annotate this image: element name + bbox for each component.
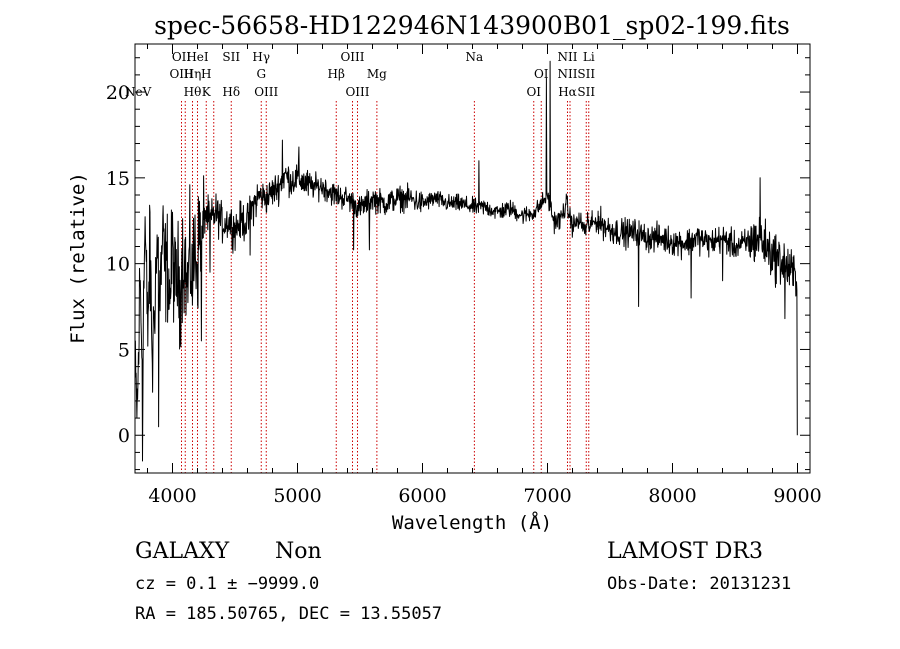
x-tick-label: 5000 bbox=[273, 485, 321, 507]
line-marker-label: OI bbox=[526, 85, 541, 99]
emission-line-markers bbox=[181, 101, 590, 473]
line-marker-label: OIII bbox=[340, 50, 364, 64]
line-marker-label: Hη bbox=[184, 67, 202, 81]
x-tick-label: 9000 bbox=[773, 485, 821, 507]
y-axis-label: Flux (relative) bbox=[67, 172, 89, 344]
line-marker-label: H bbox=[201, 67, 211, 81]
line-marker-label: Hθ bbox=[184, 85, 202, 99]
x-tick-label: 7000 bbox=[523, 485, 571, 507]
line-marker-label: NII bbox=[558, 67, 578, 81]
survey-label: LAMOST DR3 bbox=[607, 539, 763, 564]
x-tick-label: 8000 bbox=[648, 485, 696, 507]
line-marker-label: OIII bbox=[345, 85, 369, 99]
emission-line-labels: OIIOIIIHηHθHeIHKSIIHδHγGOIIIHβOIIIOIIIMg… bbox=[125, 50, 595, 99]
line-marker-label: SII bbox=[577, 85, 595, 99]
x-axis-label: Wavelength (Å) bbox=[392, 511, 552, 534]
line-marker-label: OIII bbox=[169, 67, 193, 81]
axes: 4000 5000 6000 7000 8000 9000 0 5 10 15 20 bbox=[106, 44, 822, 507]
line-marker-label: SII bbox=[222, 50, 240, 64]
plot-frame bbox=[134, 43, 811, 474]
line-marker-label: Li bbox=[583, 50, 595, 64]
line-marker-label: Hβ bbox=[328, 67, 345, 81]
y-tick-label: 10 bbox=[106, 254, 130, 276]
line-marker-label: OIII bbox=[254, 85, 278, 99]
line-marker-label: Hγ bbox=[252, 50, 270, 64]
line-marker-label: Mg bbox=[367, 67, 387, 81]
line-marker-label: Hα bbox=[558, 85, 577, 99]
y-tick-label: 5 bbox=[118, 339, 130, 361]
x-tick-label: 4000 bbox=[148, 485, 196, 507]
y-tick-label: 15 bbox=[106, 168, 130, 190]
line-marker-label: NII bbox=[558, 50, 578, 64]
object-subclass: Non bbox=[275, 539, 322, 564]
line-marker-label: SII bbox=[577, 67, 595, 81]
x-tick-label: 6000 bbox=[398, 485, 446, 507]
obs-date: Obs-Date: 20131231 bbox=[607, 574, 791, 594]
y-tick-label: 0 bbox=[118, 425, 130, 447]
line-marker-label: Hδ bbox=[222, 85, 240, 99]
line-marker-label: G bbox=[256, 67, 266, 81]
coordinates-info: RA = 185.50765, DEC = 13.55057 bbox=[135, 604, 442, 624]
line-marker-label: OII bbox=[172, 50, 192, 64]
line-marker-label: OI bbox=[534, 67, 549, 81]
chart-title: spec-56658-HD122946N143900B01_sp02-199.f… bbox=[154, 11, 790, 40]
object-class: GALAXY bbox=[135, 539, 230, 564]
spectrum-series-line bbox=[134, 60, 798, 462]
line-marker-label: HeI bbox=[186, 50, 209, 64]
y-tick-label: 20 bbox=[106, 82, 130, 104]
line-marker-label: K bbox=[202, 85, 212, 99]
line-marker-label: Na bbox=[466, 50, 484, 64]
redshift-info: cz = 0.1 ± −9999.0 bbox=[135, 574, 319, 594]
